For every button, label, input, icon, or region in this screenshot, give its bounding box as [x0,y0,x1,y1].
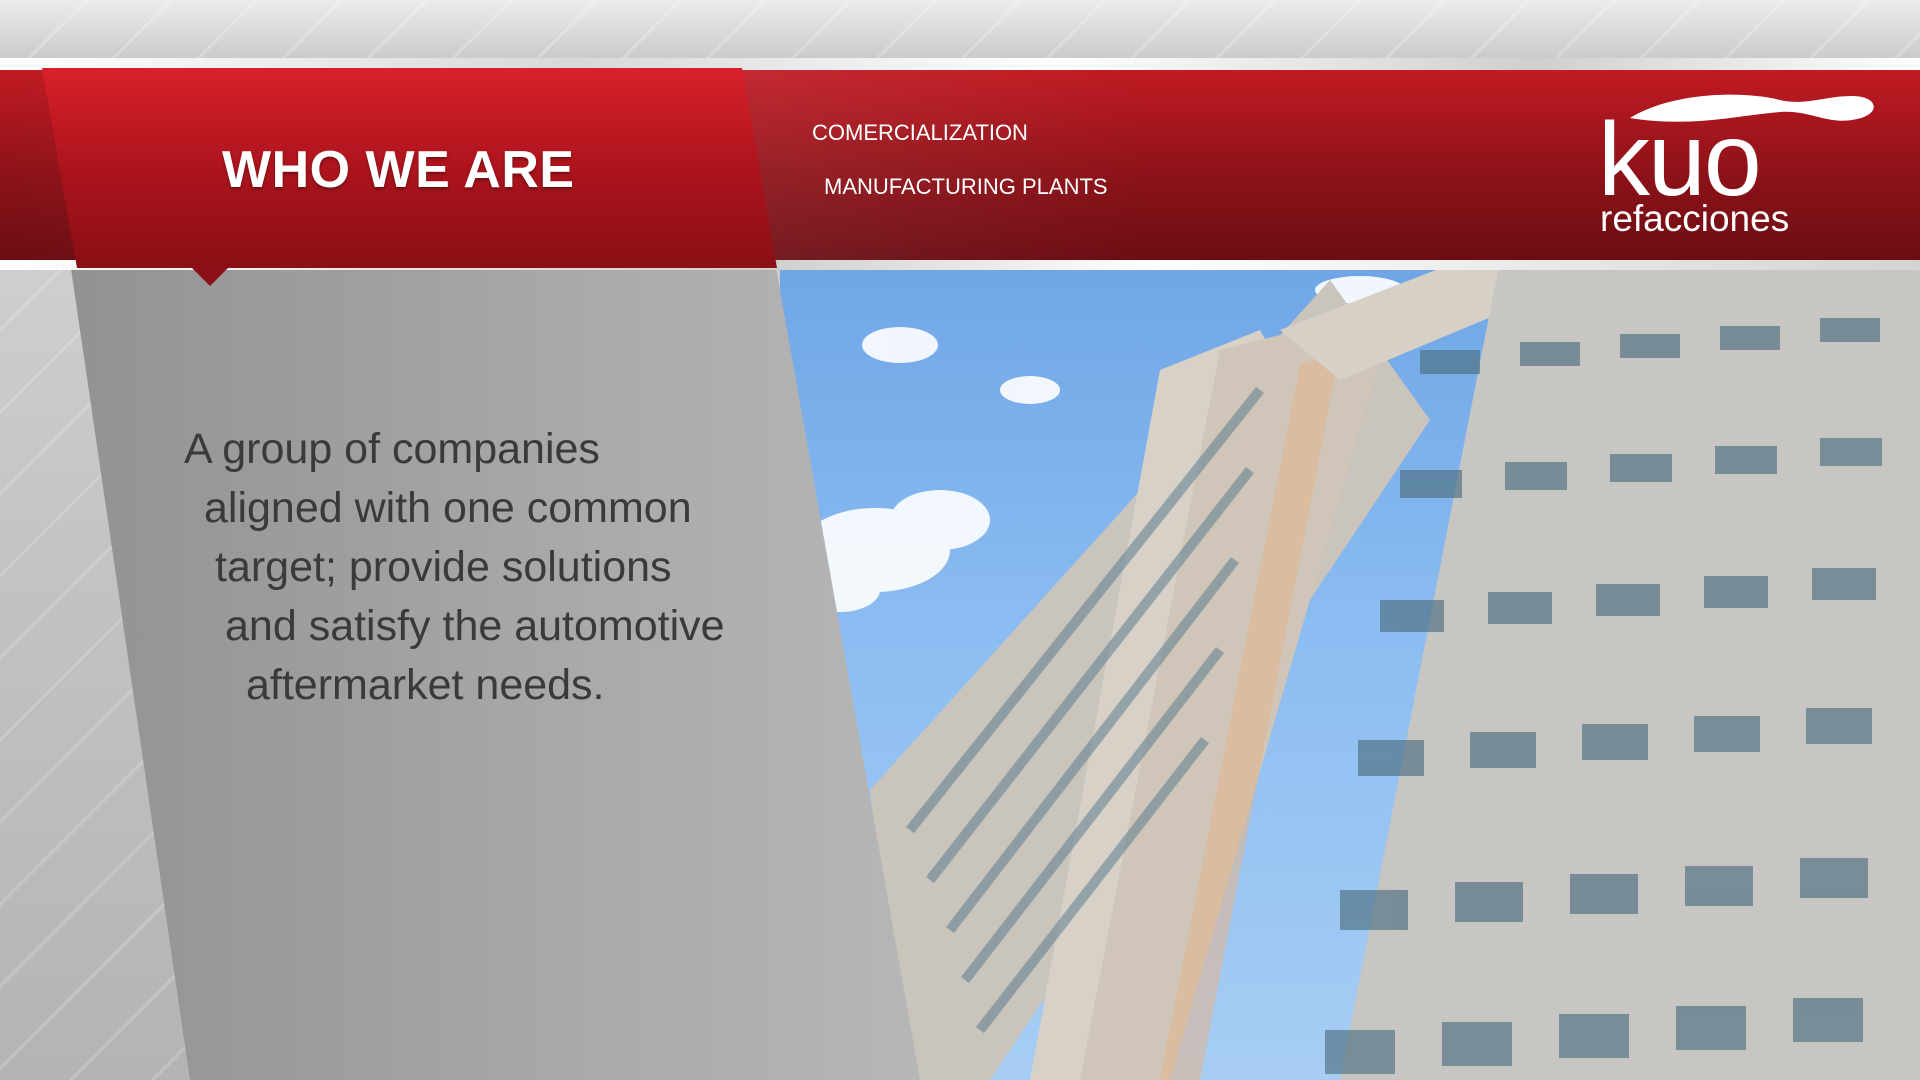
top-divider [0,58,1920,70]
building-photo [780,270,1920,1080]
nav-link-comercialization[interactable]: COMERCIALIZATION [812,120,1028,145]
body-line-4: and satisfy the automotive [225,602,725,650]
page-title: WHO WE ARE [222,141,575,199]
top-silver-band [0,0,1920,62]
kuo-logo[interactable]: kuo refacciones [1590,88,1890,248]
body-line-5: aftermarket needs. [246,661,605,709]
body-line-2: aligned with one common [204,484,692,532]
logo-subtitle: refacciones [1600,198,1790,239]
nav-link-manufacturing-plants[interactable]: MANUFACTURING PLANTS [824,174,1108,199]
title-tab-pointer [190,266,230,286]
title-tab [42,68,777,268]
body-line-3: target; provide solutions [215,543,672,591]
bottom-divider [0,260,1920,270]
logo-swoosh-icon [1630,94,1874,122]
body-line-1: A group of companies [184,425,600,473]
logo-wordmark: kuo [1598,102,1762,218]
